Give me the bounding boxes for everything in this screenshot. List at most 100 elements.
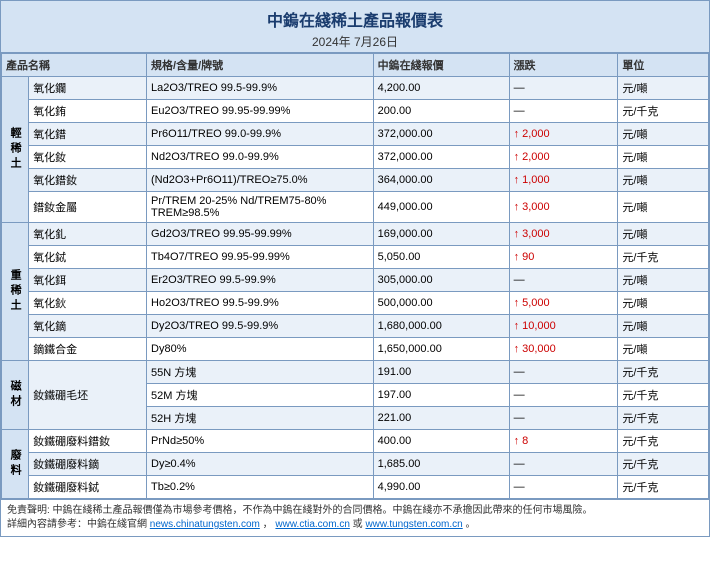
col-spec-header: 規格/含量/牌號 [147, 54, 374, 77]
col-name-header: 產品名稱 [2, 54, 147, 77]
price-table-container: 中鎢在綫稀土產品報價表 2024年 7月26日 產品名稱 規格/含量/牌號 中鎢… [0, 0, 710, 537]
product-unit: 元/千克 [618, 430, 709, 453]
product-name: 氧化鋱 [29, 246, 147, 269]
product-spec: (Nd2O3+Pr6O11)/TREO≥75.0% [147, 169, 374, 192]
table-row: 鐠釹金屬Pr/TREM 20-25% Nd/TREM75-80% TREM≥98… [2, 192, 709, 223]
table-row: 氧化釹Nd2O3/TREO 99.0-99.9%372,000.00↑ 2,00… [2, 146, 709, 169]
table-body: 輕稀土氧化鑭La2O3/TREO 99.5-99.9%4,200.00—元/噸氧… [2, 77, 709, 499]
table-row: 釹鐵硼廢料鏑Dy≥0.4%1,685.00—元/千克 [2, 453, 709, 476]
table-row: 氧化鈥Ho2O3/TREO 99.5-99.9%500,000.00↑ 5,00… [2, 292, 709, 315]
product-change: ↑ 1,000 [509, 169, 618, 192]
product-spec: 52M 方塊 [147, 384, 374, 407]
product-name: 氧化鏑 [29, 315, 147, 338]
table-row: 氧化鏑Dy2O3/TREO 99.5-99.9%1,680,000.00↑ 10… [2, 315, 709, 338]
product-change: ↑ 8 [509, 430, 618, 453]
product-change: — [509, 407, 618, 430]
product-spec: PrNd≥50% [147, 430, 374, 453]
product-price: 400.00 [373, 430, 509, 453]
product-spec: Dy2O3/TREO 99.5-99.9% [147, 315, 374, 338]
product-price: 197.00 [373, 384, 509, 407]
product-price: 1,680,000.00 [373, 315, 509, 338]
product-change: ↑ 2,000 [509, 146, 618, 169]
product-change: ↑ 10,000 [509, 315, 618, 338]
product-price: 1,650,000.00 [373, 338, 509, 361]
table-row: 輕稀土氧化鑭La2O3/TREO 99.5-99.9%4,200.00—元/噸 [2, 77, 709, 100]
product-name: 氧化鉺 [29, 269, 147, 292]
product-change: — [509, 453, 618, 476]
product-unit: 元/噸 [618, 169, 709, 192]
product-spec: Tb4O7/TREO 99.95-99.99% [147, 246, 374, 269]
col-change-header: 漲跌 [509, 54, 618, 77]
product-change: — [509, 361, 618, 384]
product-spec: 55N 方塊 [147, 361, 374, 384]
product-name: 氧化鈥 [29, 292, 147, 315]
product-name: 釹鐵硼廢料鐠釹 [29, 430, 147, 453]
product-unit: 元/千克 [618, 246, 709, 269]
product-unit: 元/噸 [618, 77, 709, 100]
product-price: 191.00 [373, 361, 509, 384]
product-unit: 元/噸 [618, 315, 709, 338]
product-spec: Gd2O3/TREO 99.95-99.99% [147, 223, 374, 246]
product-price: 500,000.00 [373, 292, 509, 315]
product-price: 4,990.00 [373, 476, 509, 499]
table-row: 重稀土氧化釓Gd2O3/TREO 99.95-99.99%169,000.00↑… [2, 223, 709, 246]
product-spec: 52H 方塊 [147, 407, 374, 430]
product-unit: 元/千克 [618, 361, 709, 384]
product-name: 釹鐵硼廢料鏑 [29, 453, 147, 476]
product-price: 200.00 [373, 100, 509, 123]
product-spec: Er2O3/TREO 99.5-99.9% [147, 269, 374, 292]
product-price: 5,050.00 [373, 246, 509, 269]
product-price: 372,000.00 [373, 146, 509, 169]
product-name: 氧化銪 [29, 100, 147, 123]
category-label: 磁材 [2, 361, 29, 430]
footer: 免責聲明: 中鎢在綫稀土產品報價僅為市場參考價格，不作為中鎢在綫對外的合同價格。… [1, 499, 709, 536]
product-unit: 元/千克 [618, 384, 709, 407]
col-price-header: 中鎢在綫報價 [373, 54, 509, 77]
product-spec: Dy≥0.4% [147, 453, 374, 476]
price-table: 產品名稱 規格/含量/牌號 中鎢在綫報價 漲跌 單位 輕稀土氧化鑭La2O3/T… [1, 53, 709, 499]
product-spec: Pr/TREM 20-25% Nd/TREM75-80% TREM≥98.5% [147, 192, 374, 223]
table-row: 鏑鐵合金Dy80%1,650,000.00↑ 30,000元/噸 [2, 338, 709, 361]
product-price: 449,000.00 [373, 192, 509, 223]
product-change: ↑ 30,000 [509, 338, 618, 361]
product-price: 1,685.00 [373, 453, 509, 476]
table-header: 中鎢在綫稀土產品報價表 2024年 7月26日 [1, 1, 709, 53]
product-change: — [509, 269, 618, 292]
product-change: — [509, 476, 618, 499]
product-spec: Dy80% [147, 338, 374, 361]
footer-link-1[interactable]: news.chinatungsten.com [150, 519, 260, 530]
product-unit: 元/噸 [618, 269, 709, 292]
product-name: 釹鐵硼毛坯 [29, 361, 147, 430]
footer-link-2[interactable]: www.ctia.com.cn [275, 519, 349, 530]
product-name: 釹鐵硼廢料鋱 [29, 476, 147, 499]
disclaimer-text: 免責聲明: 中鎢在綫稀土產品報價僅為市場參考價格，不作為中鎢在綫對外的合同價格。… [7, 505, 593, 516]
category-label: 重稀土 [2, 223, 29, 361]
product-price: 221.00 [373, 407, 509, 430]
product-name: 氧化釓 [29, 223, 147, 246]
product-unit: 元/噸 [618, 192, 709, 223]
product-change: — [509, 384, 618, 407]
footer-link-3[interactable]: www.tungsten.com.cn [365, 519, 462, 530]
product-unit: 元/噸 [618, 123, 709, 146]
product-change: ↑ 3,000 [509, 223, 618, 246]
table-title: 中鎢在綫稀土產品報價表 [1, 7, 709, 31]
product-unit: 元/噸 [618, 223, 709, 246]
table-row: 氧化銪Eu2O3/TREO 99.95-99.99%200.00—元/千克 [2, 100, 709, 123]
product-spec: Tb≥0.2% [147, 476, 374, 499]
product-unit: 元/噸 [618, 338, 709, 361]
table-row: 氧化鋱Tb4O7/TREO 99.95-99.99%5,050.00↑ 90元/… [2, 246, 709, 269]
product-spec: Eu2O3/TREO 99.95-99.99% [147, 100, 374, 123]
product-change: ↑ 5,000 [509, 292, 618, 315]
product-name: 氧化釹 [29, 146, 147, 169]
table-row: 廢料釹鐵硼廢料鐠釹PrNd≥50%400.00↑ 8元/千克 [2, 430, 709, 453]
header-row: 產品名稱 規格/含量/牌號 中鎢在綫報價 漲跌 單位 [2, 54, 709, 77]
table-date: 2024年 7月26日 [1, 33, 709, 50]
product-price: 4,200.00 [373, 77, 509, 100]
product-spec: Pr6O11/TREO 99.0-99.9% [147, 123, 374, 146]
product-unit: 元/千克 [618, 100, 709, 123]
product-price: 372,000.00 [373, 123, 509, 146]
product-change: ↑ 3,000 [509, 192, 618, 223]
product-unit: 元/千克 [618, 476, 709, 499]
category-label: 輕稀土 [2, 77, 29, 223]
product-change: — [509, 77, 618, 100]
